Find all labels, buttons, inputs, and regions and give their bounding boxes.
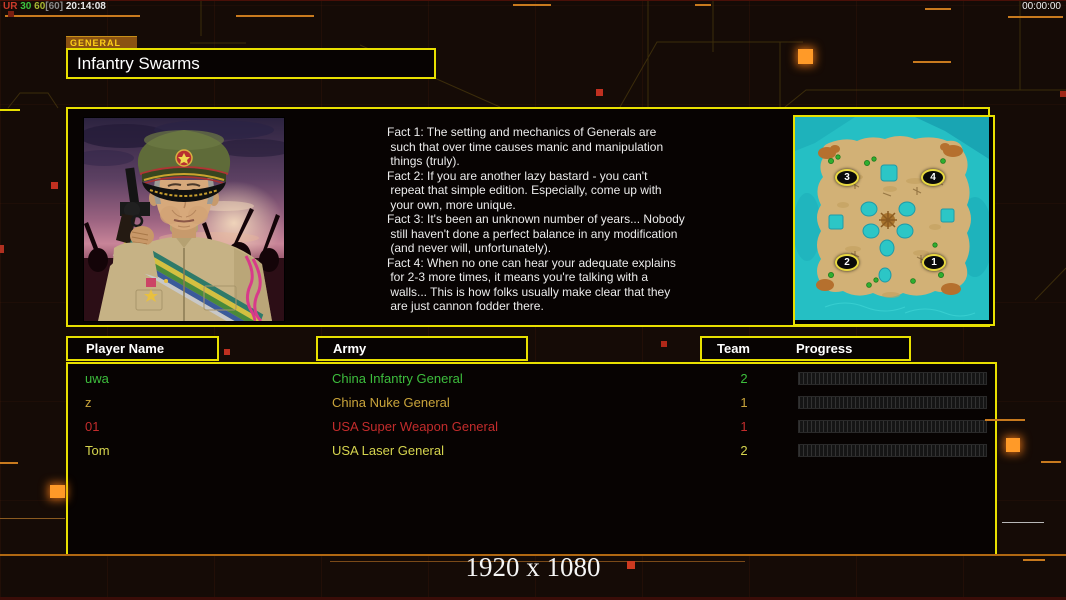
decor-square [1006,438,1020,452]
decor-square [1060,91,1066,97]
start-position-marker: 2 [835,254,859,271]
decor-line [0,0,1066,1]
debug-segment: 60 [34,1,46,12]
player-row: uwa China Infantry General 2 [68,368,995,392]
decor-line [5,15,140,17]
decor-line [0,554,1066,556]
decor-square [0,245,4,253]
decor-line [236,15,314,17]
player-row: Tom USA Laser General 2 [68,440,995,464]
player-army: USA Laser General [332,443,445,458]
decor-square [627,561,635,569]
player-name: uwa [85,371,109,386]
decor-line [1002,522,1044,523]
header-army: Army [316,336,528,361]
player-team: 2 [740,443,748,458]
decor-line [1023,559,1045,561]
map-start-markers: 3 4 2 1 [795,117,989,320]
map-title: Infantry Swarms [77,54,200,73]
start-position-marker: 3 [835,169,859,186]
match-clock: 00:00:00 [1022,1,1061,12]
decor-line [985,419,1025,421]
decor-square [596,89,603,96]
player-name: z [85,395,92,410]
faction-tag: GENERAL [66,36,137,48]
decor-square [224,349,230,355]
header-team-label: Team [717,341,750,356]
player-rows: uwa China Infantry General 2 z China Nuke Ge… [68,364,995,554]
player-team: 2 [740,371,748,386]
header-player-name-label: Player Name [86,341,165,356]
start-position-marker: 1 [922,254,946,271]
decor-line [913,61,951,63]
decor-line [0,518,65,519]
start-position-marker: 4 [921,169,945,186]
player-row: 01 USA Super Weapon General 1 [68,416,995,440]
player-list-panel: uwa China Infantry General 2 z China Nuke Ge… [66,362,997,556]
briefing-panel: Fact 1: The setting and mechanics of Gen… [66,107,995,341]
decor-line [1008,16,1063,18]
header-player-name: Player Name [66,336,219,361]
debug-segment: 30 [20,1,35,12]
resolution-label: 1920 x 1080 [465,552,601,582]
player-row: z China Nuke General 1 [68,392,995,416]
briefing-facts-text: Fact 1: The setting and mechanics of Gen… [387,125,685,313]
decor-line [330,561,745,562]
player-progress-bar [798,372,987,385]
decor-line [1041,461,1061,463]
debug-segment: [60] [45,1,64,12]
player-army: China Nuke General [332,395,450,410]
debug-readout: UR 30 60[60] 20:14:08 [3,1,106,12]
player-army: USA Super Weapon General [332,419,498,434]
player-name: Tom [85,443,110,458]
decor-square [51,182,58,189]
decor-line [513,4,551,6]
map-title-box: Infantry Swarms [66,48,436,79]
map-preview-box: 3 4 2 1 [793,115,995,326]
general-portrait-image [74,117,294,341]
decor-square [798,49,813,64]
decor-line [925,8,951,10]
player-army: China Infantry General [332,371,463,386]
player-progress-bar [798,420,987,433]
player-name: 01 [85,419,100,434]
decor-line [0,462,18,464]
debug-segment: UR [3,1,21,12]
player-team: 1 [740,395,748,410]
decor-line [0,109,20,111]
decor-square [661,341,667,347]
player-team: 1 [740,419,748,434]
debug-segment: 20:14:08 [63,1,106,12]
player-progress-bar [798,444,987,457]
header-progress-label: Progress [796,341,853,356]
player-progress-bar [798,396,987,409]
decor-square [50,485,65,498]
header-army-label: Army [333,341,367,356]
decor-line [695,4,711,6]
decor-line [0,597,1066,600]
header-team-progress: Team Progress [700,336,911,361]
decor-square [8,11,14,17]
map-preview-image: 3 4 2 1 [793,117,993,320]
